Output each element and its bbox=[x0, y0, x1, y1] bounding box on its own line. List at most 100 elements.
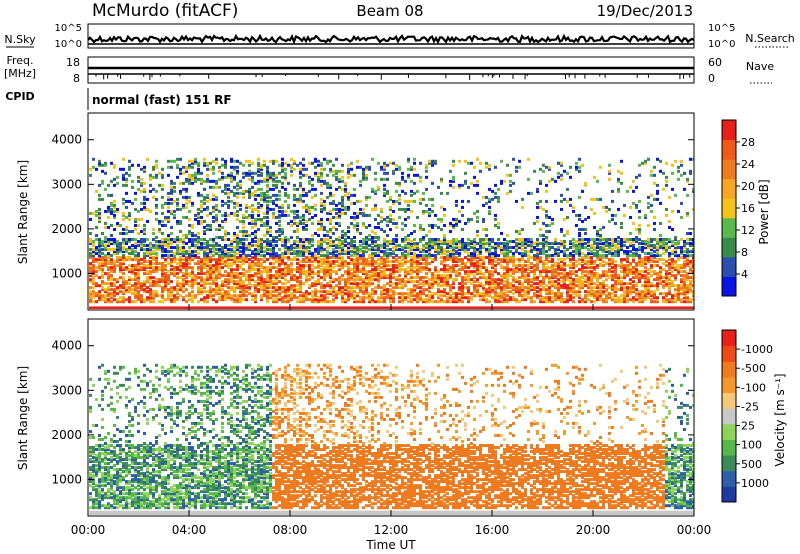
heatmap-cell bbox=[146, 254, 149, 258]
heatmap-cell bbox=[305, 276, 308, 280]
heatmap-cell bbox=[293, 274, 296, 278]
heatmap-cell bbox=[338, 179, 341, 183]
heatmap-cell bbox=[332, 286, 335, 290]
heatmap-cell bbox=[449, 179, 452, 183]
heatmap-cell bbox=[188, 229, 191, 233]
heatmap-cell bbox=[416, 189, 419, 193]
heatmap-cell bbox=[515, 266, 518, 270]
heatmap-cell bbox=[392, 286, 395, 290]
heatmap-cell bbox=[386, 282, 389, 286]
heatmap-cell bbox=[377, 248, 380, 252]
heatmap-cell bbox=[128, 276, 131, 280]
heatmap-cell bbox=[443, 294, 446, 298]
heatmap-cell bbox=[425, 294, 428, 298]
heatmap-cell bbox=[89, 242, 92, 246]
heatmap-cell bbox=[146, 252, 149, 256]
heatmap-cell bbox=[203, 272, 206, 276]
heatmap-cell bbox=[575, 244, 578, 248]
heatmap-cell bbox=[452, 185, 455, 189]
heatmap-cell bbox=[512, 157, 515, 161]
heatmap-cell bbox=[326, 173, 329, 177]
heatmap-cell bbox=[134, 242, 137, 246]
heatmap-cell bbox=[440, 276, 443, 280]
heatmap-cell bbox=[473, 288, 476, 292]
heatmap-cell bbox=[293, 258, 296, 262]
heatmap-cell bbox=[89, 294, 92, 298]
heatmap-cell bbox=[308, 298, 311, 302]
heatmap-cell bbox=[245, 248, 248, 252]
heatmap-cell bbox=[134, 244, 137, 248]
heatmap-cell bbox=[377, 221, 380, 225]
heatmap-cell bbox=[134, 264, 137, 268]
heatmap-cell bbox=[299, 260, 302, 264]
heatmap-cell bbox=[359, 296, 362, 300]
heatmap-cell bbox=[341, 298, 344, 302]
heatmap-cell bbox=[251, 161, 254, 165]
heatmap-cell bbox=[476, 284, 479, 288]
heatmap-cell bbox=[572, 205, 575, 209]
heatmap-cell bbox=[101, 242, 104, 246]
heatmap-cell bbox=[281, 288, 284, 292]
heatmap-cell bbox=[113, 264, 116, 268]
heatmap-cell bbox=[341, 205, 344, 209]
heatmap-cell bbox=[254, 244, 257, 248]
heatmap-cell bbox=[530, 278, 533, 282]
heatmap-cell bbox=[128, 252, 131, 256]
heatmap-cell bbox=[221, 203, 224, 207]
heatmap-cell bbox=[122, 240, 125, 244]
heatmap-cell bbox=[377, 298, 380, 302]
heatmap-cell bbox=[341, 197, 344, 201]
heatmap-cell bbox=[302, 189, 305, 193]
heatmap-cell bbox=[416, 286, 419, 290]
heatmap-cell bbox=[89, 270, 92, 274]
heatmap-cell bbox=[161, 223, 164, 227]
heatmap-cell bbox=[194, 246, 197, 250]
heatmap-cell bbox=[266, 227, 269, 231]
heatmap-cell bbox=[233, 288, 236, 292]
heatmap-cell bbox=[578, 294, 581, 298]
heatmap-cell bbox=[365, 278, 368, 282]
heatmap-cell bbox=[446, 254, 449, 258]
heatmap-cell bbox=[308, 209, 311, 213]
heatmap-cell bbox=[206, 240, 209, 244]
heatmap-cell bbox=[191, 250, 194, 254]
heatmap-cell bbox=[497, 238, 500, 242]
heatmap-cell bbox=[569, 165, 572, 169]
heatmap-cell bbox=[542, 260, 545, 264]
heatmap-cell bbox=[389, 219, 392, 223]
heatmap-cell bbox=[251, 294, 254, 298]
heatmap-cell bbox=[365, 250, 368, 254]
heatmap-cell bbox=[293, 167, 296, 171]
heatmap-cell bbox=[257, 248, 260, 252]
heatmap-cell bbox=[236, 217, 239, 221]
heatmap-cell bbox=[389, 294, 392, 298]
heatmap-cell bbox=[176, 219, 179, 223]
heatmap-cell bbox=[383, 276, 386, 280]
heatmap-cell bbox=[182, 258, 185, 262]
heatmap-cell bbox=[383, 250, 386, 254]
heatmap-cell bbox=[476, 294, 479, 298]
heatmap-cell bbox=[236, 203, 239, 207]
heatmap-cell bbox=[236, 213, 239, 217]
heatmap-cell bbox=[404, 292, 407, 296]
heatmap-cell bbox=[308, 274, 311, 278]
heatmap-cell bbox=[164, 244, 167, 248]
heatmap-cell bbox=[281, 167, 284, 171]
heatmap-cell bbox=[455, 272, 458, 276]
heatmap-cell bbox=[329, 209, 332, 213]
heatmap-cell bbox=[386, 215, 389, 219]
heatmap-cell bbox=[389, 296, 392, 300]
heatmap-cell bbox=[428, 256, 431, 260]
heatmap-cell bbox=[185, 236, 188, 240]
heatmap-cell bbox=[125, 280, 128, 284]
heatmap-cell bbox=[506, 300, 509, 304]
heatmap-cell bbox=[200, 244, 203, 248]
heatmap-cell bbox=[455, 258, 458, 262]
heatmap-cell bbox=[107, 262, 110, 266]
heatmap-cell bbox=[560, 193, 563, 197]
heatmap-cell bbox=[425, 288, 428, 292]
heatmap-cell bbox=[464, 159, 467, 163]
heatmap-cell bbox=[143, 280, 146, 284]
heatmap-cell bbox=[542, 264, 545, 268]
heatmap-cell bbox=[560, 298, 563, 302]
